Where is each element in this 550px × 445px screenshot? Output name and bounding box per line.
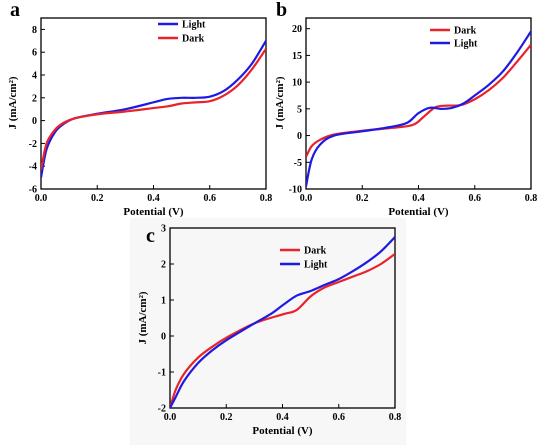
- series-line-light: [170, 236, 395, 408]
- x-tick-label: 0.2: [220, 412, 233, 423]
- legend-label-dark: Dark: [304, 246, 327, 257]
- x-tick-label: 0.6: [204, 193, 217, 204]
- legend-label-dark: Dark: [182, 34, 205, 45]
- y-tick-label: -4: [29, 162, 37, 173]
- x-tick-label: 0.4: [147, 193, 160, 204]
- y-tick-label: -10: [289, 185, 302, 196]
- x-tick-label: 0.0: [300, 193, 313, 204]
- chart-panel-b: 0.0 0.2 0.4 0.6 0.8 -10 -5 0 5 10 15 20 Potential (V…: [274, 0, 537, 218]
- y-axis-label: J (mA/cm²): [137, 291, 149, 344]
- legend-label-dark: Dark: [454, 26, 477, 37]
- x-tick-label: 0.6: [469, 193, 482, 204]
- chart-panel-a: 0.0 0.2 0.4 0.6 0.8 -6 -4 -2 0 2 4 6 8 Potential (V) J…: [7, 0, 272, 218]
- y-tick-label: 5: [297, 104, 302, 115]
- x-tick-label: 0.8: [525, 193, 538, 204]
- y-tick-label: 2: [32, 93, 37, 104]
- y-tick-label: 2: [161, 260, 166, 271]
- panel-c-background: [130, 218, 406, 445]
- y-tick-label: 15: [292, 51, 302, 62]
- y-tick-label: -2: [158, 404, 166, 415]
- y-tick-label: 4: [32, 71, 37, 82]
- y-tick-label: -5: [294, 158, 302, 169]
- y-tick-label: -6: [29, 185, 37, 196]
- y-tick-label: 10: [292, 78, 302, 89]
- x-tick-label: 0.0: [35, 193, 48, 204]
- x-axis-label: Potential (V): [388, 206, 449, 218]
- x-tick-label: 0.4: [276, 412, 289, 423]
- series-line-light: [41, 40, 266, 178]
- legend-label-light: Light: [454, 39, 478, 50]
- x-tick-label: 0.2: [356, 193, 369, 204]
- chart-panel-c: 0.0 0.2 0.4 0.6 0.8 -2 -1 0 1 2 3 Potential (V) J (m…: [137, 224, 401, 438]
- legend-label-light: Light: [304, 260, 328, 271]
- x-tick-label: 0.2: [91, 193, 104, 204]
- x-tick-label: 0.4: [412, 193, 425, 204]
- series-line-light: [306, 30, 531, 187]
- panel-label: c: [146, 225, 155, 247]
- plot-frame: [305, 17, 532, 190]
- y-tick-label: 1: [161, 296, 166, 307]
- x-axis-label: Potential (V): [252, 425, 313, 437]
- y-tick-label: 0: [161, 332, 166, 343]
- series-line-dark: [306, 44, 531, 158]
- y-tick-label: -2: [29, 139, 37, 150]
- plot-frame: [40, 17, 267, 190]
- series-line-dark: [41, 48, 266, 170]
- y-tick-label: 6: [32, 48, 37, 59]
- legend-label-light: Light: [182, 20, 206, 31]
- y-axis-label: J (mA/cm²): [274, 76, 286, 129]
- y-tick-label: 8: [32, 25, 37, 36]
- panel-label: b: [276, 0, 287, 21]
- y-axis-label: J (mA/cm²): [7, 76, 19, 129]
- x-tick-label: 0.8: [389, 412, 402, 423]
- x-axis-label: Potential (V): [123, 206, 184, 218]
- panel-label: a: [10, 0, 20, 21]
- x-tick-label: 0.8: [260, 193, 273, 204]
- plot-frame: [169, 227, 396, 409]
- y-tick-label: 3: [161, 224, 166, 235]
- y-tick-label: -1: [158, 368, 166, 379]
- y-tick-label: 0: [32, 116, 37, 127]
- x-tick-label: 0.0: [164, 412, 177, 423]
- y-tick-label: 20: [292, 24, 302, 35]
- y-tick-label: 0: [297, 131, 302, 142]
- series-line-dark: [170, 253, 395, 408]
- x-tick-label: 0.6: [333, 412, 346, 423]
